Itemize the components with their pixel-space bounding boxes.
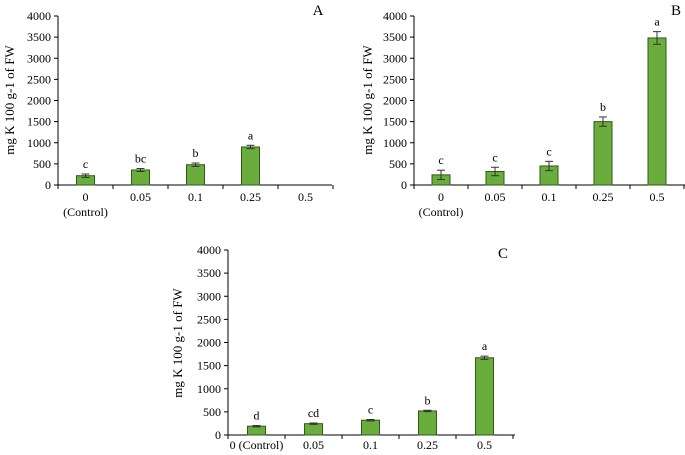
x-tick-label: 0.5 [477, 438, 492, 452]
bar [241, 146, 260, 186]
x-tick-label: 0.5 [298, 190, 313, 204]
y-tick-label: 1000 [383, 136, 407, 150]
bar [418, 410, 437, 436]
y-tick-label: 3500 [383, 30, 407, 44]
y-tick-label: 0 [215, 428, 221, 442]
x-tick-label: 0.5 [650, 190, 665, 204]
y-tick-label: 2500 [383, 72, 407, 86]
x-tick-label: 0.05 [130, 190, 151, 204]
y-tick-label: 1500 [197, 359, 221, 373]
significance-letter: a [654, 15, 660, 29]
y-tick-label: 1500 [383, 115, 407, 129]
y-tick-label: 2500 [197, 312, 221, 326]
significance-letter: bc [135, 152, 146, 166]
x-tick-label: 0.05 [303, 438, 324, 452]
y-tick-label: 1000 [197, 382, 221, 396]
x-tick-label: 0.25 [417, 438, 438, 452]
x-tick-label: 0.1 [363, 438, 378, 452]
significance-letter: c [368, 403, 373, 417]
y-axis-label: mg K 100 g-1 of FW [2, 45, 17, 155]
significance-letter: b [425, 393, 431, 407]
significance-letter: b [600, 100, 606, 114]
y-tick-label: 4000 [197, 243, 221, 257]
panel-label: A [313, 3, 324, 19]
bar [593, 121, 613, 186]
y-tick-label: 500 [33, 157, 51, 171]
y-tick-label: 2500 [27, 72, 51, 86]
significance-letter: cd [308, 406, 319, 420]
x-tick-label: (Control) [419, 205, 464, 219]
significance-letter: c [546, 144, 551, 158]
x-tick-label: 0.1 [188, 190, 203, 204]
x-tick-label: 0 (Control) [230, 438, 284, 452]
significance-letter: c [83, 157, 88, 171]
y-tick-label: 1500 [27, 115, 51, 129]
y-axis-label: mg K 100 g-1 of FW [360, 45, 375, 155]
y-tick-label: 3000 [27, 51, 51, 65]
x-tick-label: 0 [83, 190, 89, 204]
significance-letter: a [248, 128, 254, 142]
x-tick-label: 0.05 [485, 190, 506, 204]
y-tick-label: 0 [45, 178, 51, 192]
y-tick-label: 4000 [27, 9, 51, 23]
panel-label: B [671, 3, 681, 19]
x-tick-label: 0.25 [240, 190, 261, 204]
y-tick-label: 1000 [27, 136, 51, 150]
y-tick-label: 2000 [27, 94, 51, 108]
significance-letter: c [492, 150, 497, 164]
chart-panel-a: 050010001500200025003000350040000(Contro… [2, 3, 334, 219]
chart-panel-b: 050010001500200025003000350040000(Contro… [360, 3, 685, 219]
bar [186, 164, 205, 186]
y-tick-label: 2000 [197, 336, 221, 350]
y-axis-label: mg K 100 g-1 of FW [170, 288, 185, 398]
x-tick-label: 0.25 [593, 190, 614, 204]
y-tick-label: 2000 [383, 94, 407, 108]
y-tick-label: 3000 [383, 51, 407, 65]
significance-letter: b [193, 146, 199, 160]
y-tick-label: 3500 [197, 266, 221, 280]
bar [131, 169, 150, 186]
x-tick-label: 0 [438, 190, 444, 204]
panel-label: C [498, 246, 508, 262]
y-tick-label: 3500 [27, 30, 51, 44]
y-tick-label: 500 [389, 157, 407, 171]
significance-letter: a [482, 339, 488, 353]
x-tick-label: 0.1 [542, 190, 557, 204]
y-tick-label: 0 [401, 178, 407, 192]
y-tick-label: 500 [203, 405, 221, 419]
bar [304, 423, 323, 436]
y-tick-label: 3000 [197, 289, 221, 303]
bar [475, 357, 494, 436]
bar [247, 425, 266, 436]
significance-letter: d [254, 409, 260, 423]
bar [361, 419, 380, 436]
y-tick-label: 4000 [383, 9, 407, 23]
x-tick-label: (Control) [63, 205, 108, 219]
bar [647, 37, 667, 186]
chart-panel-c: 0 500 1000 1500 2000 2500 3000 3500 4000 0 (Contr… [170, 243, 515, 452]
significance-letter: c [438, 153, 443, 167]
